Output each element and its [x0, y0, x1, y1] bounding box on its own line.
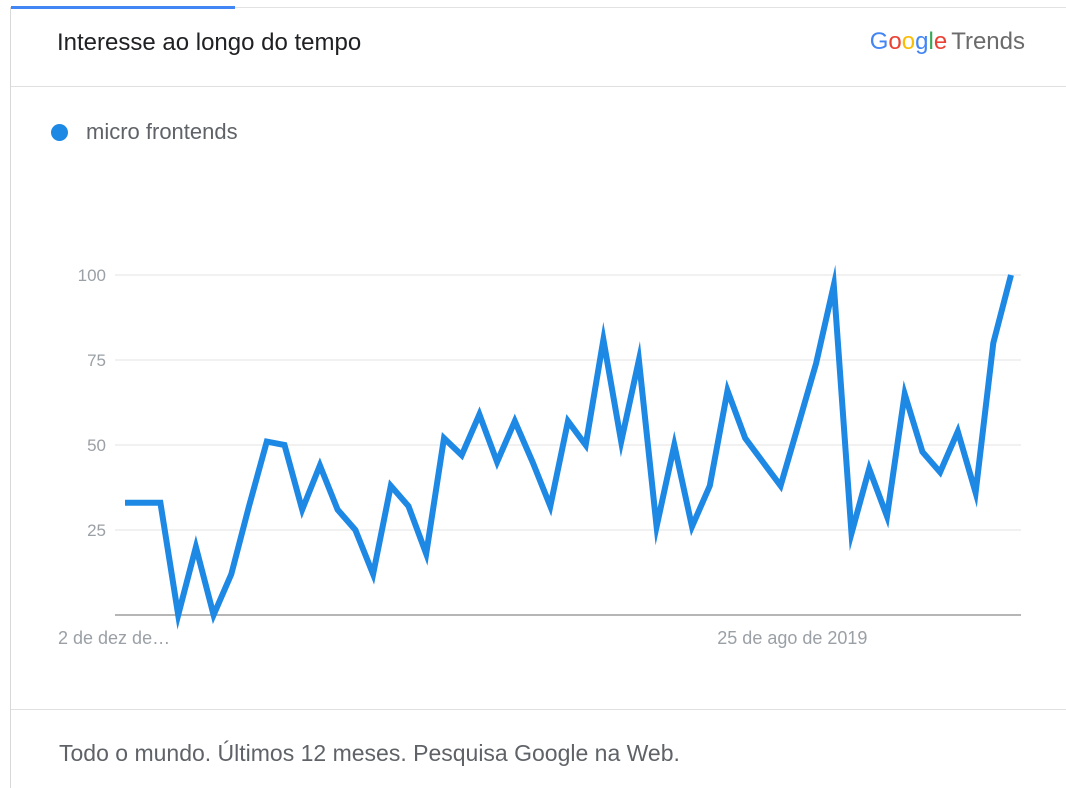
y-tick-label: 75	[87, 351, 106, 370]
google-trends-logo: Google Trends	[870, 28, 1025, 56]
google-logo-letter: g	[915, 28, 929, 55]
google-logo-letter: o	[901, 28, 916, 55]
trends-logo-text: Trends	[951, 28, 1025, 55]
footer-divider	[11, 709, 1066, 710]
trends-card: Interesse ao longo do tempo Google Trends…	[10, 6, 1066, 788]
google-logo-letter: l	[928, 28, 934, 55]
legend-marker	[51, 123, 68, 141]
active-tab-indicator	[11, 6, 235, 9]
legend-label: micro frontends	[86, 119, 238, 144]
google-logo-letter: G	[869, 28, 889, 55]
card-title: Interesse ao longo do tempo	[57, 29, 362, 56]
footer-caption: Todo o mundo. Últimos 12 meses. Pesquisa…	[59, 740, 680, 766]
y-tick-label: 50	[87, 436, 106, 455]
x-tick-label: 2 de dez de…	[58, 628, 170, 648]
google-logo-text: Google	[870, 28, 947, 55]
x-tick-label: 25 de ago de 2019	[717, 628, 867, 648]
card-header: Interesse ao longo do tempo Google Trends	[11, 8, 1066, 87]
series-line-micro-frontends	[125, 264, 1014, 630]
interest-line-chart: 25 50 75 100 2 de dez de… 25 de ago de 2019	[58, 264, 1021, 648]
chart-legend: micro frontends	[51, 119, 238, 145]
y-tick-label: 25	[87, 521, 106, 540]
y-tick-label: 100	[78, 266, 106, 285]
google-logo-letter: e	[933, 28, 948, 55]
google-logo-letter: o	[888, 28, 902, 55]
